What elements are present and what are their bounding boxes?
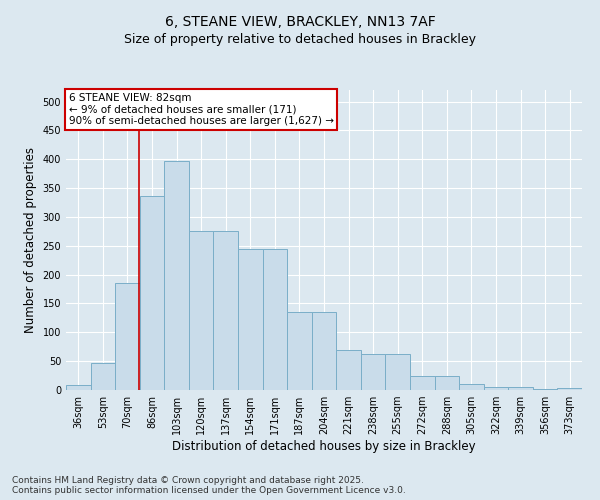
Bar <box>214 231 238 390</box>
Text: Size of property relative to detached houses in Brackley: Size of property relative to detached ho… <box>124 32 476 46</box>
Bar <box>238 248 263 390</box>
Bar <box>533 389 557 390</box>
Bar <box>140 196 164 390</box>
Bar <box>434 376 459 390</box>
Bar <box>287 312 312 390</box>
Bar <box>66 386 91 390</box>
Bar <box>263 248 287 390</box>
Bar <box>164 161 189 390</box>
X-axis label: Distribution of detached houses by size in Brackley: Distribution of detached houses by size … <box>172 440 476 453</box>
Bar <box>91 364 115 390</box>
Bar <box>361 354 385 390</box>
Bar <box>484 387 508 390</box>
Bar <box>336 350 361 390</box>
Bar <box>115 284 140 390</box>
Bar <box>557 388 582 390</box>
Text: 6, STEANE VIEW, BRACKLEY, NN13 7AF: 6, STEANE VIEW, BRACKLEY, NN13 7AF <box>164 15 436 29</box>
Bar <box>312 312 336 390</box>
Text: 6 STEANE VIEW: 82sqm
← 9% of detached houses are smaller (171)
90% of semi-detac: 6 STEANE VIEW: 82sqm ← 9% of detached ho… <box>68 93 334 126</box>
Bar <box>385 354 410 390</box>
Bar <box>508 387 533 390</box>
Bar <box>189 231 214 390</box>
Y-axis label: Number of detached properties: Number of detached properties <box>24 147 37 333</box>
Bar <box>459 384 484 390</box>
Text: Contains HM Land Registry data © Crown copyright and database right 2025.
Contai: Contains HM Land Registry data © Crown c… <box>12 476 406 495</box>
Bar <box>410 376 434 390</box>
